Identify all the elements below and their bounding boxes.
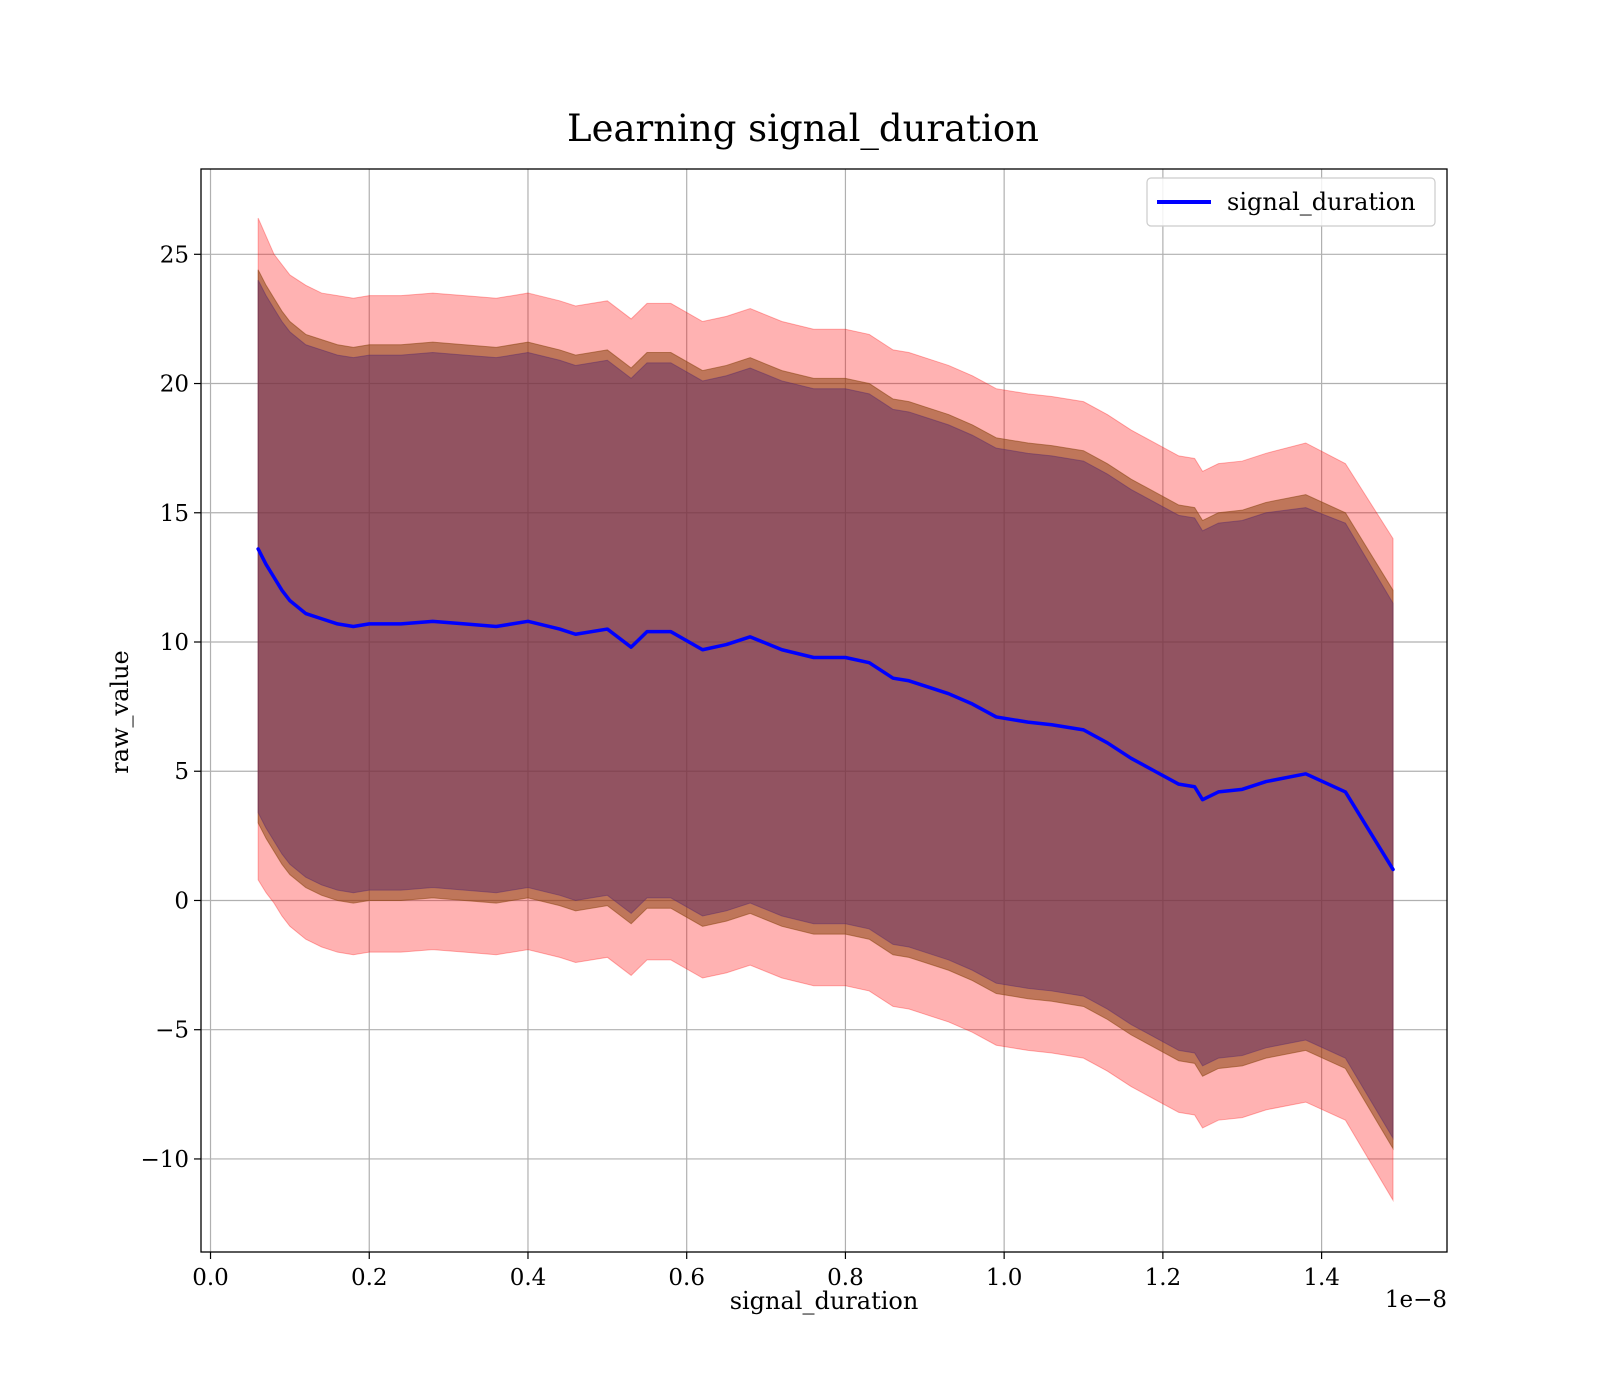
legend: signal_duration: [1146, 177, 1436, 227]
y-tick-label: 0: [174, 888, 189, 914]
x-tick-label: 0.0: [192, 1265, 229, 1291]
series-lines: [256, 547, 1395, 872]
x-tick-label: 0.2: [351, 1265, 388, 1291]
confidence-band-3: [257, 279, 1394, 1141]
series-line-signal-duration: [256, 547, 1395, 872]
x-tick-label: 0.4: [510, 1265, 547, 1291]
x-tick-label: 1.4: [1303, 1265, 1340, 1291]
y-axis-ticks: −10 −5 0 5 10 15 20 25: [140, 242, 201, 1173]
plot-frame: [200, 168, 1448, 1253]
legend-box: [1146, 177, 1436, 227]
x-tick-label: 0.6: [668, 1265, 705, 1291]
x-tick-label: 0.8: [827, 1265, 864, 1291]
y-tick-label: 25: [160, 242, 189, 268]
x-axis-label: signal_duration: [730, 1287, 919, 1315]
confidence-band-2: [257, 269, 1394, 1151]
y-axis-label: raw_value: [106, 650, 134, 774]
x-axis-ticks: 0.0 0.2 0.4 0.6 0.8 1.0 1.2 1.4: [192, 1252, 1340, 1291]
y-tick-label: 10: [160, 630, 189, 656]
confidence-bands: [257, 217, 1394, 1203]
x-tick-label: 1.2: [1145, 1265, 1182, 1291]
x-tick-label: 1.0: [986, 1265, 1023, 1291]
x-axis-offset-label: 1e−8: [1385, 1287, 1447, 1313]
y-tick-label: 15: [160, 501, 189, 527]
legend-label-signal-duration: signal_duration: [1227, 188, 1416, 216]
chart-title: Learning signal_duration: [567, 107, 1039, 151]
y-tick-label: 5: [174, 759, 189, 785]
y-tick-label: −5: [155, 1018, 189, 1044]
y-tick-label: −10: [140, 1147, 189, 1173]
y-tick-label: 20: [160, 372, 189, 398]
